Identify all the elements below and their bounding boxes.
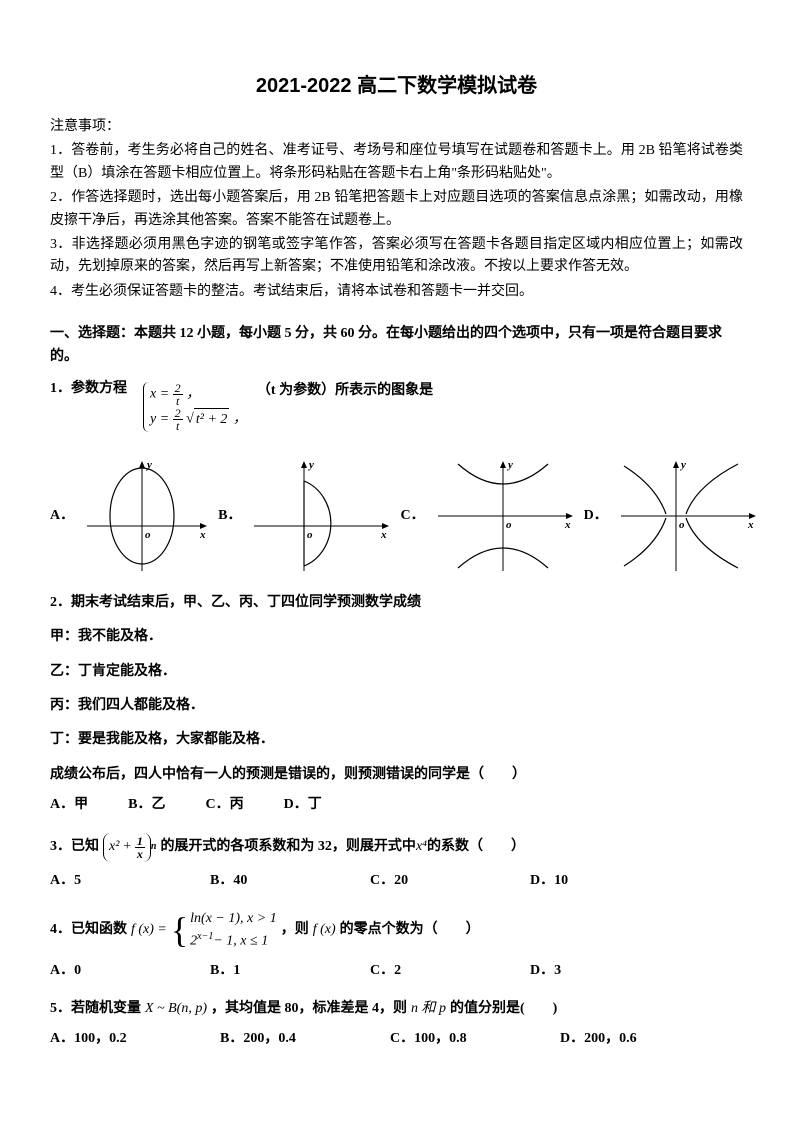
q1-opt-b-label: B． — [218, 505, 241, 527]
q3-suffix: 的系数（ ） — [427, 836, 525, 858]
q5-rv: X ~ B(n, p) — [145, 998, 207, 1020]
q1-eq1-num: 2 — [173, 382, 183, 395]
q1-graph-c: o x y — [433, 456, 578, 576]
q1-prefix: 1．参数方程 — [50, 378, 127, 400]
q2-line-yi: 乙：丁肯定能及格． — [50, 661, 743, 683]
q3-opt-b: B．40 — [210, 870, 370, 892]
q3-frac-num: 1 — [135, 835, 145, 848]
question-4: 4．已知函数 f (x) = { ln(x − 1), x > 1 2x−1− … — [50, 908, 743, 982]
q4-fx2: f (x) — [313, 919, 336, 941]
question-2: 2．期末考试结束后，甲、乙、丙、丁四位同学预测数学成绩 甲：我不能及格． 乙：丁… — [50, 592, 743, 817]
q4-suffix: 的零点个数为（ ） — [340, 919, 480, 941]
q2-line-bing: 丙：我们四人都能及格． — [50, 695, 743, 717]
svg-text:x: x — [380, 529, 387, 541]
q3-mid: 的展开式的各项系数和为 32，则展开式中 — [160, 836, 416, 858]
q3-opt-c: C．20 — [370, 870, 530, 892]
q3-x4: x⁴ — [416, 836, 427, 858]
q1-graph-b: o x y — [249, 456, 394, 576]
instruction-2: 2．作答选择题时，选出每小题答案后，用 2B 铅笔把答题卡上对应题目选项的答案信… — [50, 187, 743, 232]
q3-x2: x² — [109, 836, 119, 858]
svg-text:o: o — [145, 529, 151, 541]
q4-fx: f (x) = — [131, 919, 167, 941]
q5-opt-a: A．100，0.2 — [50, 1028, 220, 1050]
q3-opt-d: D．10 — [530, 870, 690, 892]
q4-line2exp: x−1 — [197, 931, 213, 942]
q5-np: n 和 p — [411, 998, 446, 1020]
q1-eq2-lhs: y = — [150, 412, 169, 427]
q5-prefix: 5．若随机变量 — [50, 998, 141, 1020]
section-1-title: 一、选择题：本题共 12 小题，每小题 5 分，共 60 分。在每小题给出的四个… — [50, 323, 743, 368]
q4-line1: ln(x − 1), x > 1 — [190, 908, 277, 929]
svg-text:x: x — [564, 519, 571, 531]
svg-text:y: y — [679, 459, 686, 471]
q3-opt-a: A．5 — [50, 870, 210, 892]
q1-eq2-sqrt: t² + 2 — [194, 408, 230, 430]
q5-opt-c: C．100，0.8 — [390, 1028, 560, 1050]
q1-eq2-den: t — [174, 420, 181, 432]
svg-text:o: o — [679, 519, 685, 531]
q1-suffix: （t 为参数）所表示的图象是 — [257, 380, 433, 402]
q2-conclusion: 成绩公布后，四人中恰有一人的预测是错误的，则预测错误的同学是（ ） — [50, 764, 743, 786]
svg-text:o: o — [506, 519, 512, 531]
svg-text:o: o — [307, 529, 313, 541]
q2-opt-c: C．丙 — [205, 794, 243, 816]
question-3: 3．已知 x² + 1x n 的展开式的各项系数和为 32，则展开式中 x⁴ 的… — [50, 833, 743, 892]
svg-text:x: x — [747, 519, 754, 531]
svg-text:y: y — [307, 459, 314, 471]
q1-eq2-num: 2 — [173, 407, 183, 420]
q1-opt-c-label: C． — [400, 505, 424, 527]
q2-opt-a: A．甲 — [50, 794, 88, 816]
q4-opt-b: B．1 — [210, 960, 370, 982]
q4-prefix: 4．已知函数 — [50, 919, 127, 941]
q5-mid: ，其均值是 80，标准差是 4，则 — [211, 998, 407, 1020]
svg-text:y: y — [145, 459, 152, 471]
instruction-3: 3．非选择题必须用黑色字迹的钢笔或签字笔作答，答案必须写在答题卡各题目指定区域内… — [50, 234, 743, 279]
q1-opt-d-label: D． — [584, 505, 608, 527]
question-1: 1．参数方程 x = 2t ， y = 2t √t² + 2 ， （t 为参数）… — [50, 378, 743, 576]
q1-graph-d: o x y — [616, 456, 761, 576]
q3-exp: n — [151, 839, 157, 855]
svg-text:x: x — [199, 529, 206, 541]
q3-frac-den: x — [135, 848, 145, 860]
q1-system: x = 2t ， y = 2t √t² + 2 ， — [143, 382, 247, 432]
q2-opt-d: D．丁 — [284, 794, 322, 816]
q4-opt-d: D．3 — [530, 960, 690, 982]
q4-line2b: − 1, x ≤ 1 — [213, 934, 268, 949]
q1-eq2-tail: ， — [233, 412, 247, 427]
q2-opt-b: B．乙 — [128, 794, 165, 816]
q3-expr: x² + 1x n — [103, 833, 156, 862]
instruction-4: 4．考生必须保证答题卡的整洁。考试结束后，请将本试卷和答题卡一并交回。 — [50, 281, 743, 303]
q5-suffix: 的值分别是( ) — [450, 998, 557, 1020]
q1-opt-a-label: A． — [50, 505, 74, 527]
q1-eq1-lhs: x = — [150, 387, 169, 402]
instruction-1: 1．答卷前，考生务必将自己的姓名、准考证号、考场号和座位号填写在试题卷和答题卡上… — [50, 140, 743, 185]
instructions-header: 注意事项： — [50, 116, 743, 138]
q5-opt-b: B．200，0.4 — [220, 1028, 390, 1050]
q2-text: 2．期末考试结束后，甲、乙、丙、丁四位同学预测数学成绩 — [50, 592, 743, 614]
page-title: 2021-2022 高二下数学模拟试卷 — [50, 70, 743, 102]
question-5: 5．若随机变量 X ~ B(n, p) ，其均值是 80，标准差是 4，则 n … — [50, 998, 743, 1051]
q2-line-jia: 甲：我不能及格． — [50, 626, 743, 648]
svg-text:y: y — [506, 459, 513, 471]
q1-graph-a: o x y — [82, 456, 212, 576]
q4-mid: ，则 — [281, 919, 309, 941]
q4-opt-c: C．2 — [370, 960, 530, 982]
q5-opt-d: D．200，0.6 — [560, 1028, 730, 1050]
q3-plus: + — [122, 836, 131, 858]
q3-prefix: 3．已知 — [50, 836, 99, 858]
q4-system: { ln(x − 1), x > 1 2x−1− 1, x ≤ 1 — [171, 908, 277, 952]
q4-opt-a: A．0 — [50, 960, 210, 982]
q2-line-ding: 丁：要是我能及格，大家都能及格． — [50, 729, 743, 751]
q1-eq1-tail: ， — [186, 387, 200, 402]
